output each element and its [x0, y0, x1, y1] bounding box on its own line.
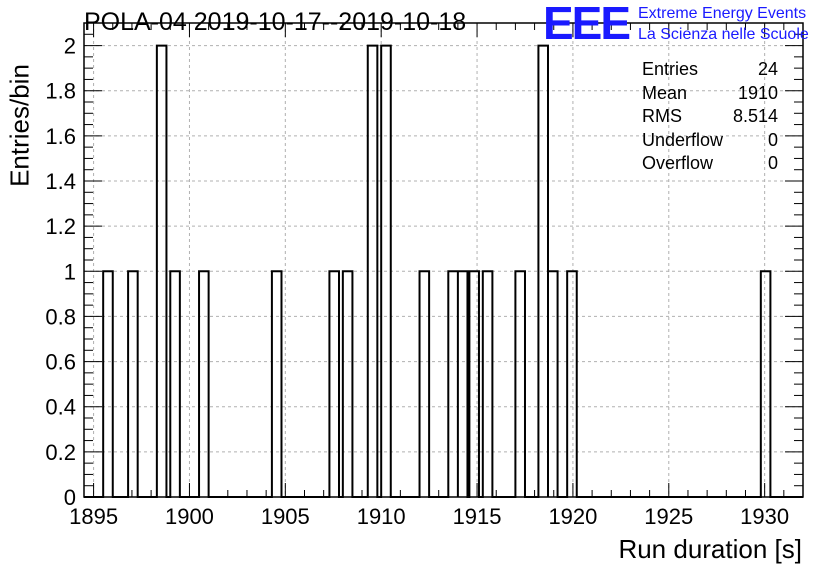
histogram-bin [548, 271, 558, 497]
eee-logo: EEE [543, 0, 631, 49]
y-tick-label: 1.6 [45, 124, 76, 149]
y-axis-label: Entries/bin [4, 64, 35, 187]
x-tick-label: 1930 [740, 504, 789, 529]
y-tick-label: 0 [64, 485, 76, 510]
stats-box: Entries 24 Mean 1910 RMS 8.514 Underflow… [642, 58, 778, 176]
y-tick-label: 2 [64, 34, 76, 59]
histogram-bin [170, 271, 180, 497]
y-tick-label: 0.2 [45, 440, 76, 465]
y-tick-label: 1.2 [45, 214, 76, 239]
stat-underflow: Underflow 0 [642, 129, 778, 153]
y-tick-label: 0.4 [45, 395, 76, 420]
stat-label: Underflow [642, 129, 724, 150]
histogram-bin [343, 271, 353, 497]
logo-line-2: La Scienza nelle Scuole [638, 26, 809, 43]
histogram-bin [199, 271, 209, 497]
logo-line-1: Extreme Energy Events [638, 5, 807, 22]
histogram-bin [448, 271, 458, 497]
histogram-bin [420, 271, 430, 497]
stat-value: 24 [757, 59, 778, 79]
histogram-bin [567, 271, 577, 497]
histogram-bin [272, 271, 282, 497]
x-tick-label: 1910 [357, 504, 406, 529]
stat-value: 0 [767, 153, 778, 173]
x-tick-label: 1900 [165, 504, 214, 529]
chart-title: POLA-04 2019-10-17--2019-10-18 [84, 8, 467, 36]
y-tick-label: 1 [64, 259, 76, 284]
histogram-bin [103, 271, 113, 497]
histogram-outline [84, 44, 803, 498]
x-tick-label: 1915 [453, 504, 502, 529]
stat-entries: Entries 24 [642, 58, 778, 82]
stat-value: 8.514 [732, 106, 778, 126]
y-tick-label: 1.4 [45, 169, 76, 194]
x-tick-label: 1905 [261, 504, 310, 529]
stat-label: Overflow [642, 153, 714, 173]
stat-label: Entries [642, 59, 699, 79]
y-tick-label: 0.8 [45, 304, 76, 329]
x-axis-label: Run duration [s] [618, 534, 802, 564]
x-tick-label: 1920 [548, 504, 597, 529]
histogram-bin [329, 271, 339, 497]
histogram-bin [128, 271, 138, 497]
stat-mean: Mean 1910 [642, 82, 778, 106]
stat-value: 1910 [737, 82, 778, 103]
x-tick-label: 1895 [69, 504, 118, 529]
stat-overflow: Overflow 0 [642, 152, 778, 176]
stat-value: 0 [767, 129, 778, 150]
histogram-bin [515, 271, 525, 497]
stat-rms: RMS 8.514 [642, 105, 778, 129]
stat-label: Mean [642, 82, 688, 103]
x-tick-label: 1925 [644, 504, 693, 529]
stat-label: RMS [642, 106, 682, 126]
histogram-bin [761, 271, 771, 497]
y-tick-label: 0.6 [45, 350, 76, 375]
y-tick-label: 1.8 [45, 79, 76, 104]
histogram-bin [483, 271, 493, 497]
histogram-bin [458, 271, 468, 497]
